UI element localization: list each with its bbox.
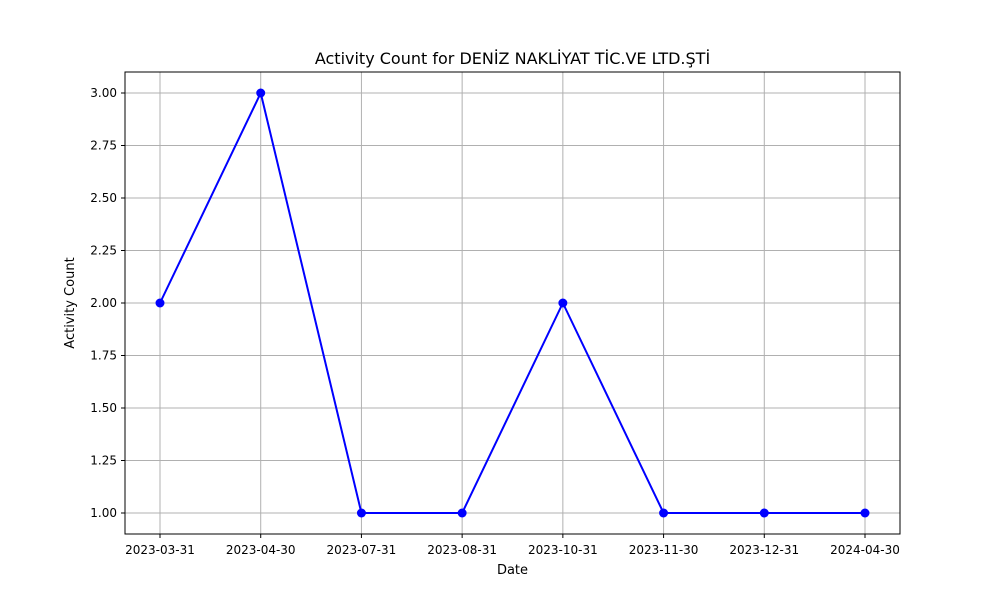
data-point-marker bbox=[356, 508, 366, 518]
x-tick-label: 2023-10-31 bbox=[528, 543, 598, 557]
data-point-marker bbox=[759, 508, 769, 518]
x-tick-label: 2024-04-30 bbox=[830, 543, 900, 557]
y-tick-label: 2.50 bbox=[90, 191, 117, 205]
x-tick-label: 2023-07-31 bbox=[327, 543, 397, 557]
series-layer bbox=[155, 88, 870, 518]
data-point-marker bbox=[457, 508, 467, 518]
y-tick-label: 1.75 bbox=[90, 349, 117, 363]
x-tick-label: 2023-04-30 bbox=[226, 543, 296, 557]
data-point-marker bbox=[256, 88, 266, 98]
data-point-marker bbox=[155, 298, 165, 308]
data-point-marker bbox=[659, 508, 669, 518]
y-tick-label: 2.25 bbox=[90, 244, 117, 258]
tick-layer: 2023-03-31 2023-04-30 2023-07-31 2023-08-31… bbox=[90, 86, 900, 557]
series-line bbox=[159, 90, 865, 514]
x-tick-label: 2023-11-30 bbox=[629, 543, 699, 557]
y-tick-label: 2.00 bbox=[90, 296, 117, 310]
x-tick-label: 2023-12-31 bbox=[729, 543, 799, 557]
y-tick-label: 2.75 bbox=[90, 139, 117, 153]
y-tick-label: 3.00 bbox=[90, 86, 117, 100]
y-tick-label: 1.00 bbox=[90, 506, 117, 520]
x-axis-title: Date bbox=[497, 563, 528, 578]
plot-frame bbox=[124, 71, 901, 535]
data-point-marker bbox=[558, 298, 568, 308]
grid-layer bbox=[125, 72, 900, 534]
x-tick-label: 2023-08-31 bbox=[427, 543, 497, 557]
chart-title: Activity Count for DENİZ NAKLİYAT TİC.VE… bbox=[315, 49, 710, 68]
y-tick-label: 1.50 bbox=[90, 401, 117, 415]
y-axis-title: Activity Count bbox=[63, 257, 78, 348]
data-point-marker bbox=[860, 508, 870, 518]
x-tick-label: 2023-03-31 bbox=[125, 543, 195, 557]
y-tick-label: 1.25 bbox=[90, 454, 117, 468]
